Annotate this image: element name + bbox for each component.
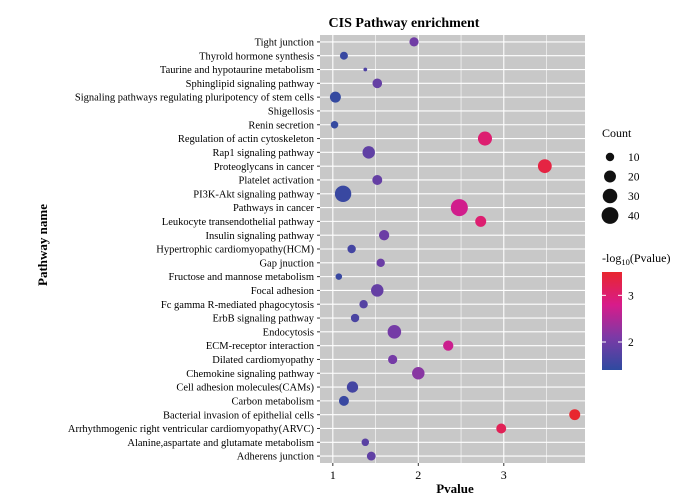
y-tick-label: Taurine and hypotaurine metabolism bbox=[160, 65, 314, 76]
data-point bbox=[477, 131, 493, 146]
data-point bbox=[366, 451, 376, 461]
data-point bbox=[347, 244, 356, 254]
y-tick-label: Signaling pathways regulating pluripoten… bbox=[75, 93, 314, 104]
data-point bbox=[372, 78, 383, 89]
y-tick-label: Platelet activation bbox=[238, 176, 314, 187]
data-point bbox=[371, 284, 384, 297]
y-axis-title: Pathway name bbox=[35, 204, 50, 286]
data-points bbox=[329, 37, 581, 461]
data-point bbox=[443, 340, 454, 351]
y-tick-label: Leukocyte transendothelial pathway bbox=[162, 217, 315, 228]
data-point bbox=[387, 325, 402, 339]
data-point bbox=[569, 409, 581, 421]
y-tick-label: Dilated cardiomyopathy bbox=[212, 355, 315, 366]
size-legend-label: 40 bbox=[628, 211, 640, 223]
y-tick-labels: Tight junction Thyrold hormone synthesis T… bbox=[68, 38, 320, 463]
y-tick-label: Arrhythmogenic right ventricular cardiom… bbox=[68, 424, 315, 435]
color-legend-label: 2 bbox=[628, 337, 634, 349]
data-point bbox=[378, 230, 390, 241]
y-tick-label: Insulin signaling pathway bbox=[206, 231, 315, 242]
y-tick-label: Fructose and mannose metabolism bbox=[168, 272, 314, 283]
size-legend-label: 10 bbox=[628, 152, 640, 164]
y-tick-label: Renin secretion bbox=[248, 120, 314, 131]
data-point bbox=[496, 423, 507, 434]
y-tick-label: Rap1 signaling pathway bbox=[213, 148, 315, 159]
x-tick-label: 1 bbox=[330, 468, 336, 482]
y-tick-label: Chemokine signaling pathway bbox=[186, 369, 314, 380]
data-point bbox=[450, 199, 468, 217]
data-point bbox=[335, 273, 343, 280]
y-tick-label: Adherens junction bbox=[237, 452, 315, 463]
size-legend-label: 30 bbox=[628, 191, 640, 203]
data-point bbox=[362, 146, 375, 159]
color-legend-label: 3 bbox=[628, 290, 634, 302]
chart-title: CIS Pathway enrichment bbox=[329, 16, 480, 31]
y-tick-label: Gap jnuction bbox=[259, 258, 314, 269]
y-tick-label: Sphinglipid signaling pathway bbox=[186, 79, 315, 90]
data-point bbox=[409, 37, 419, 47]
size-legend-title: Count bbox=[602, 126, 632, 140]
data-point bbox=[475, 215, 487, 227]
x-tick-labels: 1 2 3 bbox=[330, 463, 507, 482]
color-legend-title-sub: 10 bbox=[621, 257, 630, 267]
color-legend: -log10(Pvalue) 2 3 bbox=[602, 251, 671, 370]
color-legend-title: -log10(Pvalue) bbox=[602, 251, 671, 267]
y-tick-label: Cell adhesion molecules(CAMs) bbox=[176, 383, 314, 394]
y-tick-label: Bacterial invasion of epithelial cells bbox=[163, 410, 314, 421]
data-point bbox=[537, 159, 552, 174]
data-point bbox=[339, 51, 348, 60]
x-axis-title: Pvalue bbox=[436, 481, 474, 496]
data-point bbox=[363, 67, 368, 72]
y-tick-label: ErbB signaling pathway bbox=[213, 314, 315, 325]
x-tick-label: 2 bbox=[415, 468, 421, 482]
size-legend-circle bbox=[605, 152, 615, 162]
y-tick-label: Alanine,aspartate and glutamate metaboli… bbox=[127, 438, 314, 449]
data-point bbox=[334, 185, 352, 202]
y-tick-label: Focal adhesion bbox=[251, 286, 315, 297]
color-legend-title-rest: (Pvalue) bbox=[630, 251, 671, 265]
data-point bbox=[412, 367, 425, 380]
size-legend: Count 10 20 30 40 bbox=[601, 126, 640, 224]
data-point bbox=[388, 354, 398, 365]
size-legend-circle bbox=[601, 207, 619, 224]
data-point bbox=[350, 313, 360, 323]
y-tick-label: Hypertrophic cardiomyopathy(HCM) bbox=[156, 245, 314, 256]
data-point bbox=[346, 381, 359, 393]
y-tick-label: Proteoglycans in cancer bbox=[214, 162, 315, 173]
color-legend-title-main: -log bbox=[602, 251, 621, 265]
y-tick-label: Regulation of actin cytoskeleton bbox=[178, 134, 315, 145]
data-point bbox=[359, 300, 368, 309]
size-legend-circle bbox=[604, 170, 616, 183]
y-tick-label: Shigellosis bbox=[268, 107, 314, 118]
y-tick-label: Tight junction bbox=[255, 38, 315, 49]
data-point bbox=[372, 174, 383, 185]
data-point bbox=[361, 438, 370, 447]
y-tick-label: Endocytosis bbox=[263, 327, 314, 338]
y-tick-label: Pathways in cancer bbox=[233, 203, 315, 214]
x-tick-label: 3 bbox=[501, 468, 507, 482]
size-legend-circle bbox=[602, 188, 618, 204]
y-tick-label: Carbon metabolism bbox=[231, 396, 314, 407]
y-tick-label: PI3K-Akt signaling pathway bbox=[193, 189, 314, 200]
y-tick-label: Fc gamma R-mediated phagocytosis bbox=[161, 300, 314, 311]
data-point bbox=[330, 120, 339, 129]
size-legend-label: 20 bbox=[628, 172, 640, 184]
data-point bbox=[338, 395, 349, 406]
data-point bbox=[376, 258, 385, 268]
data-point bbox=[329, 91, 341, 103]
y-tick-label: Thyrold hormone synthesis bbox=[199, 51, 314, 62]
color-legend-bar bbox=[602, 272, 622, 370]
y-tick-label: ECM-receptor interaction bbox=[206, 341, 315, 352]
